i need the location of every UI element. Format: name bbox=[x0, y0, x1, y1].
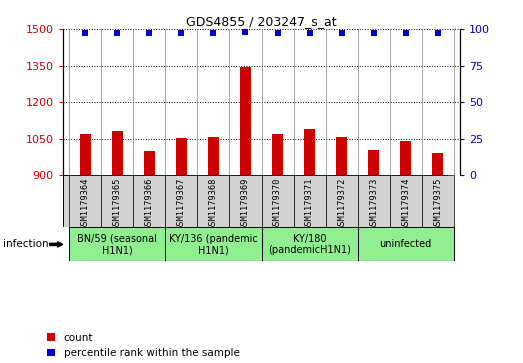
Point bbox=[370, 30, 378, 36]
Bar bbox=[432, 152, 444, 363]
Text: infection: infection bbox=[3, 239, 48, 249]
Point bbox=[402, 30, 410, 36]
Text: GSM1179369: GSM1179369 bbox=[241, 178, 250, 231]
Bar bbox=[262, 228, 358, 261]
Bar bbox=[101, 175, 133, 228]
Bar bbox=[133, 175, 165, 228]
Text: GSM1179368: GSM1179368 bbox=[209, 178, 218, 231]
Bar bbox=[293, 175, 326, 228]
Text: GSM1179364: GSM1179364 bbox=[81, 178, 90, 231]
Bar bbox=[336, 138, 347, 363]
Point bbox=[337, 30, 346, 36]
Bar bbox=[262, 175, 293, 228]
Point bbox=[241, 29, 249, 35]
Point bbox=[434, 30, 442, 36]
Point bbox=[145, 30, 153, 36]
Text: KY/180
(pandemicH1N1): KY/180 (pandemicH1N1) bbox=[268, 234, 351, 255]
Point bbox=[177, 30, 186, 36]
Bar bbox=[111, 131, 123, 363]
Bar bbox=[144, 151, 155, 363]
Point bbox=[305, 30, 314, 36]
Bar bbox=[304, 130, 315, 363]
Bar bbox=[165, 228, 262, 261]
Text: GSM1179371: GSM1179371 bbox=[305, 178, 314, 231]
Text: GSM1179365: GSM1179365 bbox=[113, 178, 122, 231]
Text: GSM1179374: GSM1179374 bbox=[401, 178, 410, 231]
Bar bbox=[390, 175, 422, 228]
Point bbox=[113, 30, 121, 36]
Bar bbox=[69, 175, 101, 228]
Bar bbox=[197, 175, 230, 228]
Bar bbox=[79, 134, 91, 363]
Text: GSM1179373: GSM1179373 bbox=[369, 178, 378, 231]
Bar bbox=[69, 228, 165, 261]
Bar bbox=[368, 150, 379, 363]
Legend: count, percentile rank within the sample: count, percentile rank within the sample bbox=[47, 333, 240, 358]
Text: GSM1179366: GSM1179366 bbox=[145, 178, 154, 231]
Bar bbox=[165, 175, 197, 228]
Text: uninfected: uninfected bbox=[380, 239, 432, 249]
Text: BN/59 (seasonal
H1N1): BN/59 (seasonal H1N1) bbox=[77, 234, 157, 255]
Text: GSM1179367: GSM1179367 bbox=[177, 178, 186, 231]
Text: GSM1179372: GSM1179372 bbox=[337, 178, 346, 231]
Bar bbox=[400, 141, 412, 363]
Bar bbox=[208, 137, 219, 363]
Bar bbox=[272, 134, 283, 363]
Title: GDS4855 / 203247_s_at: GDS4855 / 203247_s_at bbox=[186, 15, 337, 28]
Bar bbox=[358, 175, 390, 228]
Bar bbox=[240, 67, 251, 363]
Point bbox=[209, 30, 218, 36]
Bar bbox=[422, 175, 454, 228]
Point bbox=[81, 30, 89, 36]
Bar bbox=[358, 228, 454, 261]
Text: GSM1179370: GSM1179370 bbox=[273, 178, 282, 231]
Bar bbox=[176, 138, 187, 363]
Text: KY/136 (pandemic
H1N1): KY/136 (pandemic H1N1) bbox=[169, 234, 258, 255]
Point bbox=[274, 30, 282, 36]
Bar bbox=[326, 175, 358, 228]
Bar bbox=[230, 175, 262, 228]
Text: GSM1179375: GSM1179375 bbox=[433, 178, 442, 231]
